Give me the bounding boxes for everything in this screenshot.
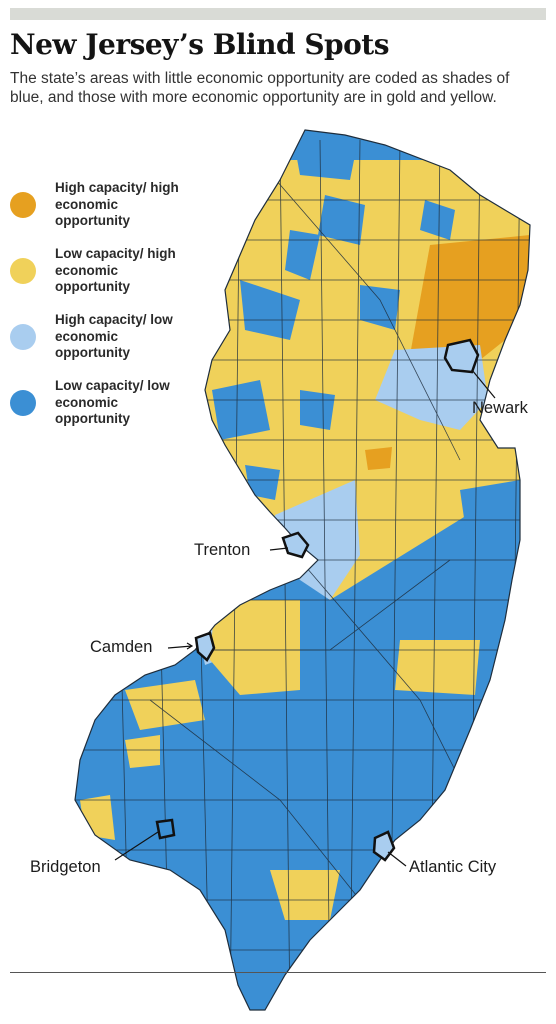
region-blue-patch: [290, 130, 360, 180]
newark-leader: [471, 369, 496, 399]
map-regions: [75, 130, 530, 1010]
region-southwest-yellow: [125, 680, 205, 730]
atlantic-city-leader: [387, 851, 407, 867]
trenton-outline: [281, 531, 310, 559]
region-orange-cluster: [410, 235, 530, 370]
bridgeton-outline: [155, 818, 176, 840]
region-blue-patch: [300, 390, 335, 430]
legend-item-high-high: High capacity/ high economic opportunity: [10, 180, 190, 246]
region-blue-patch: [212, 380, 270, 440]
label-trenton: Trenton: [194, 541, 251, 559]
top-rule: [10, 8, 546, 20]
region-blue-patch: [245, 465, 280, 500]
region-blue-patch: [318, 195, 365, 245]
region-cape-yellow: [270, 870, 340, 920]
legend-label: Low capacity/ high economic opportunity: [55, 246, 176, 294]
legend-item-low-high: Low capacity/ high economic opportunity: [10, 246, 190, 312]
label-camden: Camden: [90, 638, 153, 656]
legend-item-high-low: High capacity/ low economic opportunity: [10, 312, 190, 378]
label-atlantic-city: Atlantic City: [409, 858, 497, 876]
state-outline: [74, 129, 531, 1011]
map-subtitle: The state’s areas with little economic o…: [10, 70, 510, 106]
legend-swatch-blue: [10, 390, 36, 416]
legend-swatch-orange: [10, 192, 36, 218]
trenton-leader: [269, 547, 289, 551]
region-south-yellow: [210, 600, 300, 695]
bottom-rule: [10, 972, 546, 973]
label-bridgeton: Bridgeton: [30, 858, 101, 876]
region-blue-patch: [360, 285, 400, 330]
region-east-yellow: [395, 640, 480, 695]
camden-outline: [194, 631, 216, 662]
legend-label: High capacity/ high economic opportunity: [55, 180, 179, 228]
legend-label: Low capacity/ low economic opportunity: [55, 378, 170, 426]
leader-lines: [114, 369, 496, 867]
legend-label: High capacity/ low economic opportunity: [55, 312, 173, 360]
newark-outline: [443, 338, 480, 374]
camden-leader: [167, 642, 194, 650]
legend-swatch-light-blue: [10, 324, 36, 350]
bridgeton-leader: [114, 831, 159, 861]
region-blue-patch: [420, 200, 455, 240]
map-title: New Jersey’s Blind Spots: [10, 28, 390, 61]
legend-swatch-yellow: [10, 258, 36, 284]
legend: High capacity/ high economic opportunity…: [10, 180, 190, 444]
region-blue-patch: [285, 230, 320, 280]
legend-item-low-low: Low capacity/ low economic opportunity: [10, 378, 190, 444]
label-newark: Newark: [472, 399, 528, 417]
region-blue-patch: [240, 280, 300, 340]
region-orange-patch: [365, 447, 392, 470]
region-yellow-patch: [125, 735, 160, 768]
